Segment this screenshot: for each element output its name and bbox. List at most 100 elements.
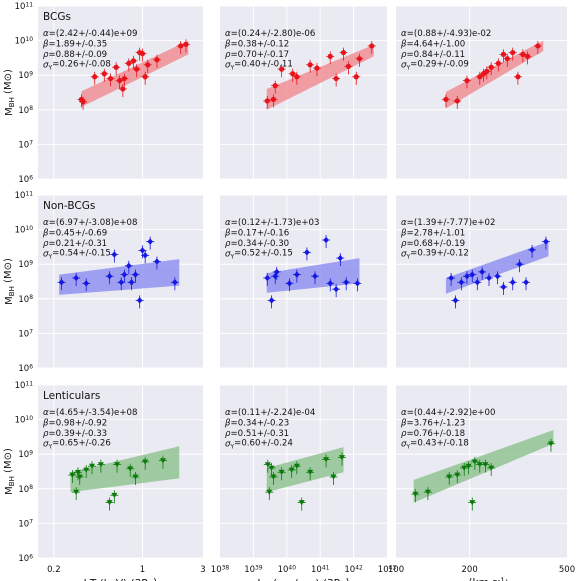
data-point: [535, 43, 541, 49]
data-point: [484, 68, 490, 74]
fit-sigma: σY=0.26+/-0.08: [43, 60, 111, 72]
y-tick-label: 109​: [18, 71, 33, 82]
y-tick-label: 106​: [18, 174, 33, 185]
data-point: [106, 500, 113, 506]
data-point: [154, 57, 160, 63]
data-point: [264, 462, 271, 468]
fit-band: [70, 446, 180, 493]
fit-alpha: α=(0.88+/-4.93)e-02: [401, 29, 491, 39]
x-axis-label: Lx (erg/sec) (3Re​): [257, 577, 349, 581]
data-point: [73, 274, 79, 282]
data-point: [476, 462, 483, 468]
data-point: [111, 492, 118, 499]
y-tick-label: 1011​: [15, 1, 34, 12]
x-tick-label: 1040​: [278, 564, 297, 575]
x-tick-label: 200: [462, 565, 478, 575]
y-tick-label: 1010​: [15, 225, 34, 236]
data-point: [424, 489, 431, 495]
data-point: [500, 51, 507, 57]
fit-sigma: σY=0.54+/-0.15: [43, 249, 111, 261]
fit-alpha: α=(2.42+/-0.44)e+09: [43, 29, 137, 39]
data-point: [520, 51, 526, 57]
panel-background: [396, 6, 567, 179]
data-point: [126, 60, 132, 66]
data-point: [488, 465, 495, 471]
data-point: [369, 43, 375, 49]
fit-rho: ρ=0.21+/-0.31: [43, 239, 107, 249]
data-point: [454, 472, 461, 478]
y-tick-label: 1010​: [15, 36, 34, 47]
data-point: [307, 469, 314, 476]
fit-beta: β=0.34+/-0.23: [224, 419, 289, 429]
data-point: [268, 297, 275, 304]
data-point: [333, 75, 339, 82]
row-title: Non-BCGs: [43, 200, 95, 212]
data-point: [356, 56, 363, 62]
x-tick-label: 1038​: [211, 564, 230, 575]
data-point: [515, 74, 521, 80]
data-point: [494, 272, 501, 280]
data-point: [524, 53, 531, 59]
fit-band: [59, 259, 180, 295]
fit-sigma: σY=0.60+/-0.24: [225, 439, 293, 451]
fit-rho: ρ=0.68+/-0.19: [401, 239, 465, 249]
data-point: [264, 98, 270, 104]
data-point: [412, 491, 419, 497]
fit-sigma: σY=0.52+/-0.15: [225, 249, 293, 261]
fit-band: [445, 241, 549, 294]
data-point: [474, 279, 481, 286]
data-point: [446, 474, 453, 480]
panel-background: [396, 195, 567, 368]
data-point: [80, 99, 86, 105]
data-point: [73, 489, 80, 495]
y-axis-label: MBH​ (M⊙): [3, 448, 16, 495]
fit-band: [266, 44, 374, 110]
data-point: [327, 280, 334, 287]
data-point: [340, 49, 347, 56]
data-point: [304, 249, 310, 256]
fit-rho: ρ=0.70+/-0.17: [225, 50, 289, 60]
data-point: [500, 283, 507, 291]
data-point: [294, 271, 300, 278]
x-tick-label: 500: [559, 565, 575, 575]
data-point: [97, 462, 104, 468]
data-point: [443, 96, 449, 102]
data-point: [482, 462, 489, 468]
panel-non-bcgs-2: α=(0.12+/-1.73)e+03β=0.17+/-0.16ρ=0.34+/…: [220, 194, 387, 369]
x-tick-label: 1042​: [344, 564, 363, 575]
gridlines: [38, 5, 203, 180]
fit-band: [81, 40, 189, 108]
data-point: [523, 279, 529, 286]
x-axis-label: kT (keV) (3Re​): [84, 577, 157, 581]
y-tick-label: 109​: [18, 450, 33, 461]
data-point: [76, 474, 83, 480]
data-point: [495, 60, 501, 66]
fit-sigma: σY=0.29+/-0.09: [401, 60, 469, 72]
gridlines: [220, 384, 387, 559]
fit-alpha: α=(1.39+/-7.77)e+02: [401, 218, 495, 228]
data-point: [172, 279, 178, 286]
y-tick-label: 107​: [18, 140, 33, 151]
data-point: [339, 455, 346, 461]
y-tick-label: 108​: [18, 484, 33, 495]
data-point: [290, 71, 296, 77]
data-point: [121, 75, 127, 82]
data-point: [448, 274, 454, 282]
data-point: [74, 469, 81, 476]
panel-lenticulars-2: α=(0.11+/-2.24)e-04β=0.34+/-0.23ρ=0.51+/…: [220, 384, 387, 559]
fit-sigma: σY=0.43+/-0.18: [401, 439, 469, 451]
data-point: [69, 472, 76, 478]
row-title: Lenticulars: [43, 390, 100, 402]
data-point: [510, 49, 516, 56]
x-axis-label: σe​ (km s-1​): [454, 576, 509, 581]
y-tick-label: 107​: [18, 519, 33, 530]
data-point: [128, 279, 135, 286]
data-point: [323, 236, 329, 244]
data-point: [464, 77, 470, 84]
panel-lenticulars-3: α=(0.44+/-2.92)e+00β=3.76+/-1.23ρ=0.76+/…: [396, 384, 567, 559]
data-point: [142, 74, 148, 80]
data-point: [343, 279, 349, 286]
data-point: [89, 463, 96, 469]
data-point: [132, 271, 139, 278]
data-point: [107, 75, 114, 82]
